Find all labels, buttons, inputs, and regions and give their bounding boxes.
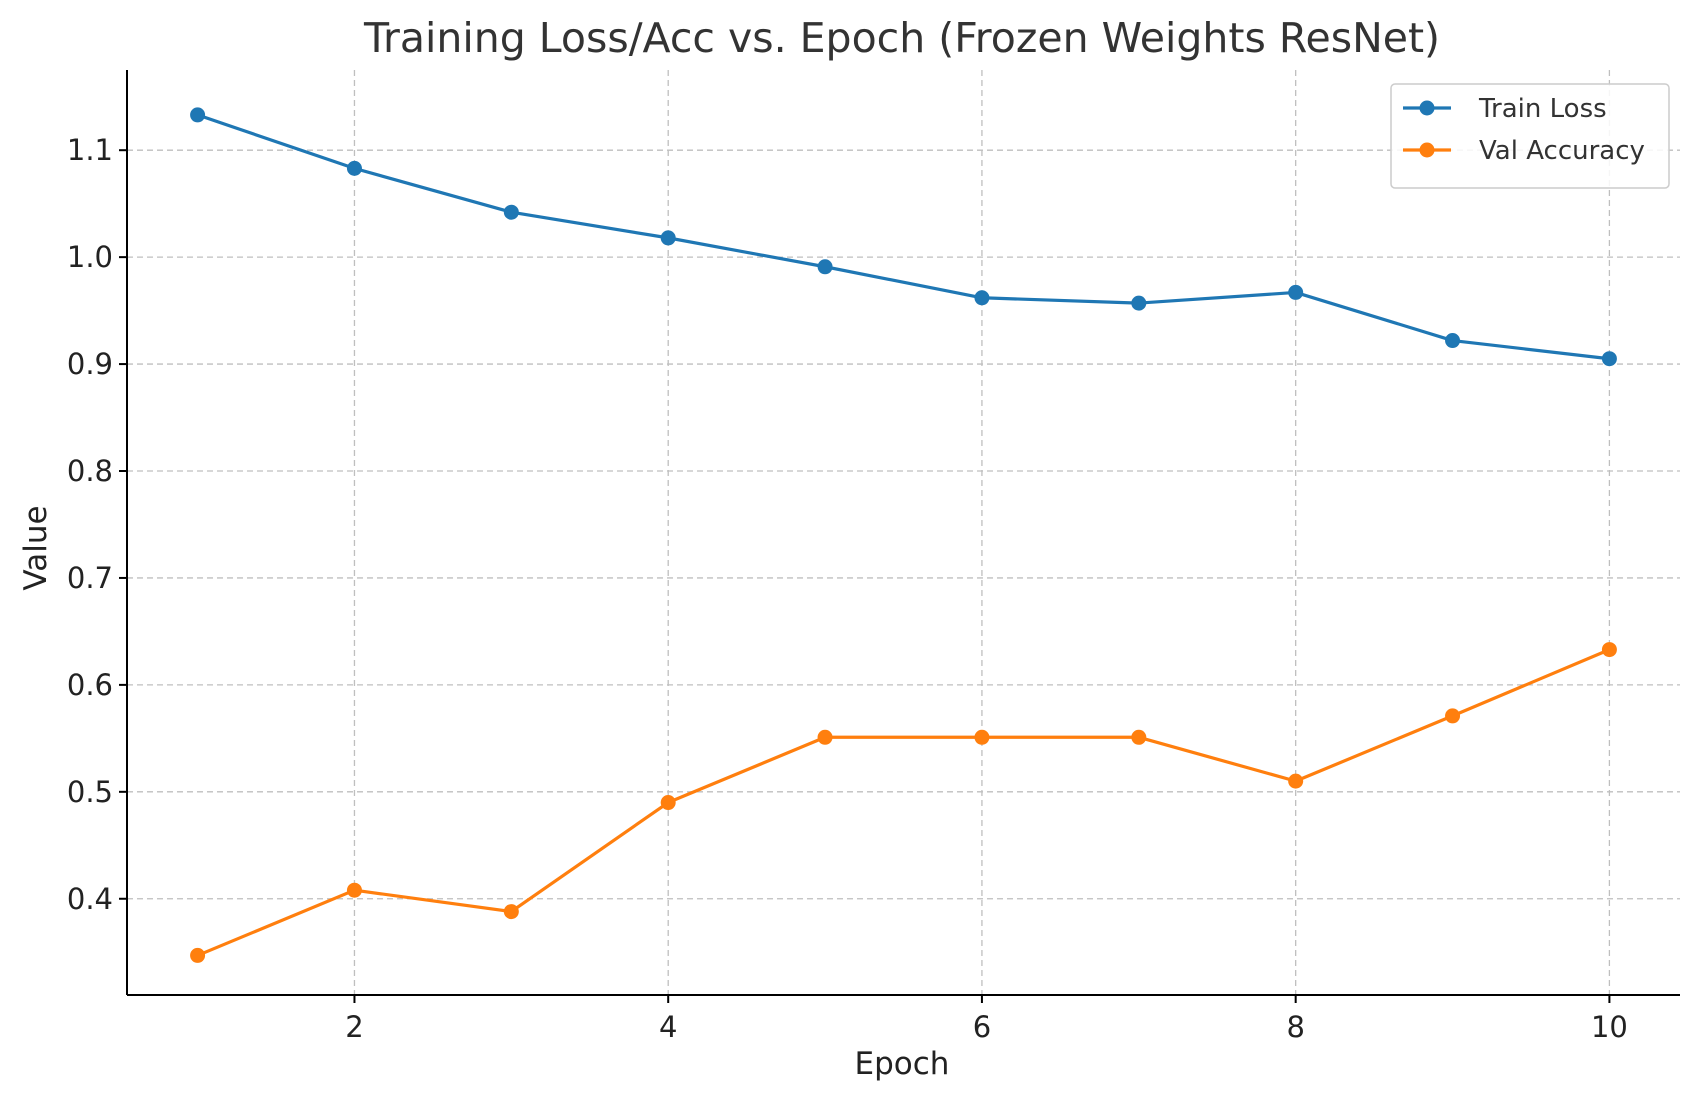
train-loss-point [346,160,362,176]
val-accuracy-point [817,729,833,745]
x-tick-label: 2 [345,1010,363,1044]
val-accuracy-point [974,729,990,745]
y-tick-label: 0.7 [67,561,113,595]
y-tick-label: 0.6 [67,668,113,702]
legend-val-accuracy-label: Val Accuracy [1479,136,1645,166]
train-loss-point [660,230,676,246]
train-loss-point [974,290,990,306]
y-tick-label: 1.1 [67,133,113,167]
legend-train-loss-label: Train Loss [1478,94,1607,124]
y-tick-label: 1.0 [67,240,113,274]
x-tick-label: 4 [659,1010,677,1044]
x-tick-label: 8 [1286,1010,1304,1044]
y-axis-label: Value [18,505,54,590]
train-loss-line [195,113,1612,361]
x-tick-label: 10 [1591,1010,1628,1044]
y-tick-label: 0.9 [67,347,113,381]
val-accuracy-point [1288,773,1304,789]
x-axis-label: Epoch [855,1046,950,1082]
series-group [190,107,1617,963]
train-loss-point [1131,295,1147,311]
train-loss-point [1601,351,1617,367]
axes [126,70,1680,996]
train-loss-point [503,204,519,220]
legend-train-loss-marker [1419,100,1435,116]
val-accuracy-point [660,795,676,811]
train-loss-point [1288,284,1304,300]
val-accuracy-point [503,904,519,920]
train-loss-point [817,259,833,275]
val-accuracy-point [190,947,206,963]
grid [127,70,1680,995]
val-accuracy-point [1445,708,1461,724]
x-tick-label: 6 [973,1010,991,1044]
val-accuracy-point [346,882,362,898]
chart-title: Training Loss/Acc vs. Epoch (Frozen Weig… [363,14,1440,62]
val-accuracy-line [195,647,1612,958]
y-tick-label: 0.5 [67,775,113,809]
train-loss-point [190,107,206,123]
tick-labels: 2 4 6 8 10 0.4 0.5 0.6 0.7 0.8 0.9 1.0 1.1 [67,133,1628,1044]
legend-val-accuracy-marker [1419,142,1435,158]
val-accuracy-point [1131,729,1147,745]
train-loss-point [1445,333,1461,349]
y-tick-label: 0.8 [67,454,113,488]
legend: Train Loss Val Accuracy [1390,83,1670,189]
val-accuracy-point [1601,642,1617,658]
y-tick-label: 0.4 [67,882,113,916]
legend-box [1390,83,1670,189]
